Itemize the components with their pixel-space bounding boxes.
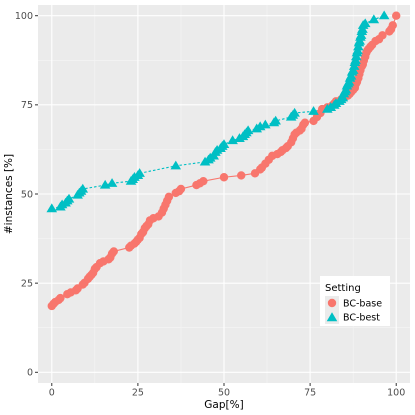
- data-point-bc-base: [219, 173, 229, 182]
- data-point-bc-best: [270, 115, 281, 125]
- major-gridlines: [38, 5, 410, 383]
- data-point-bc-best: [63, 193, 75, 203]
- legend-label-bc-base: BC-base: [343, 299, 382, 310]
- data-point-bc-best: [359, 18, 371, 28]
- data-point-bc-best: [106, 178, 118, 187]
- x-axis-title: Gap[%]: [204, 399, 243, 411]
- data-point-bc-base: [392, 11, 401, 20]
- legend: Setting BC-base BC-best: [320, 276, 390, 326]
- x-tick-label: 25: [132, 388, 144, 399]
- data-point-bc-best: [378, 10, 390, 20]
- y-tick-label: 25: [21, 278, 33, 289]
- y-tick-label: 75: [21, 100, 33, 111]
- legend-marker-bc-best: [326, 312, 338, 322]
- series-line-bc-best: [51, 15, 385, 210]
- x-tick-label: 50: [218, 388, 230, 399]
- data-point-bc-base: [164, 192, 174, 202]
- x-tick-label: 100: [387, 388, 405, 399]
- x-tick-label: 0: [49, 388, 55, 399]
- y-tick-label: 100: [15, 11, 33, 22]
- data-point-bc-best: [368, 14, 380, 24]
- data-point-bc-base: [109, 247, 118, 256]
- data-point-bc-best: [260, 119, 271, 129]
- y-tick-label: 0: [27, 368, 33, 379]
- data-point-bc-base: [300, 118, 310, 127]
- data-point-bc-best: [308, 106, 319, 115]
- data-point-bc-best: [77, 183, 89, 193]
- y-tick-label: 50: [21, 189, 33, 200]
- y-axis: 0 25 50 75 100: [15, 11, 38, 379]
- data-point-bc-best: [242, 125, 254, 135]
- series-points: [46, 10, 401, 311]
- legend-label-bc-best: BC-best: [343, 313, 380, 324]
- data-point-bc-base: [56, 293, 65, 303]
- data-point-bc-best: [289, 107, 300, 117]
- data-point-bc-base: [199, 176, 208, 186]
- data-point-bc-base: [176, 184, 186, 194]
- x-axis: 0 25 50 75 100: [49, 383, 405, 399]
- legend-marker-bc-base: [327, 298, 337, 308]
- x-tick-label: 75: [304, 388, 316, 399]
- data-point-bc-best: [134, 168, 145, 177]
- data-point-bc-base: [378, 31, 387, 40]
- data-point-bc-best: [218, 139, 230, 149]
- data-point-bc-best: [170, 160, 182, 170]
- data-point-bc-base: [237, 171, 246, 180]
- data-point-bc-best: [46, 203, 58, 213]
- data-point-bc-base: [388, 21, 397, 30]
- y-axis-title: #instances [%]: [3, 154, 15, 234]
- legend-title: Setting: [325, 283, 361, 294]
